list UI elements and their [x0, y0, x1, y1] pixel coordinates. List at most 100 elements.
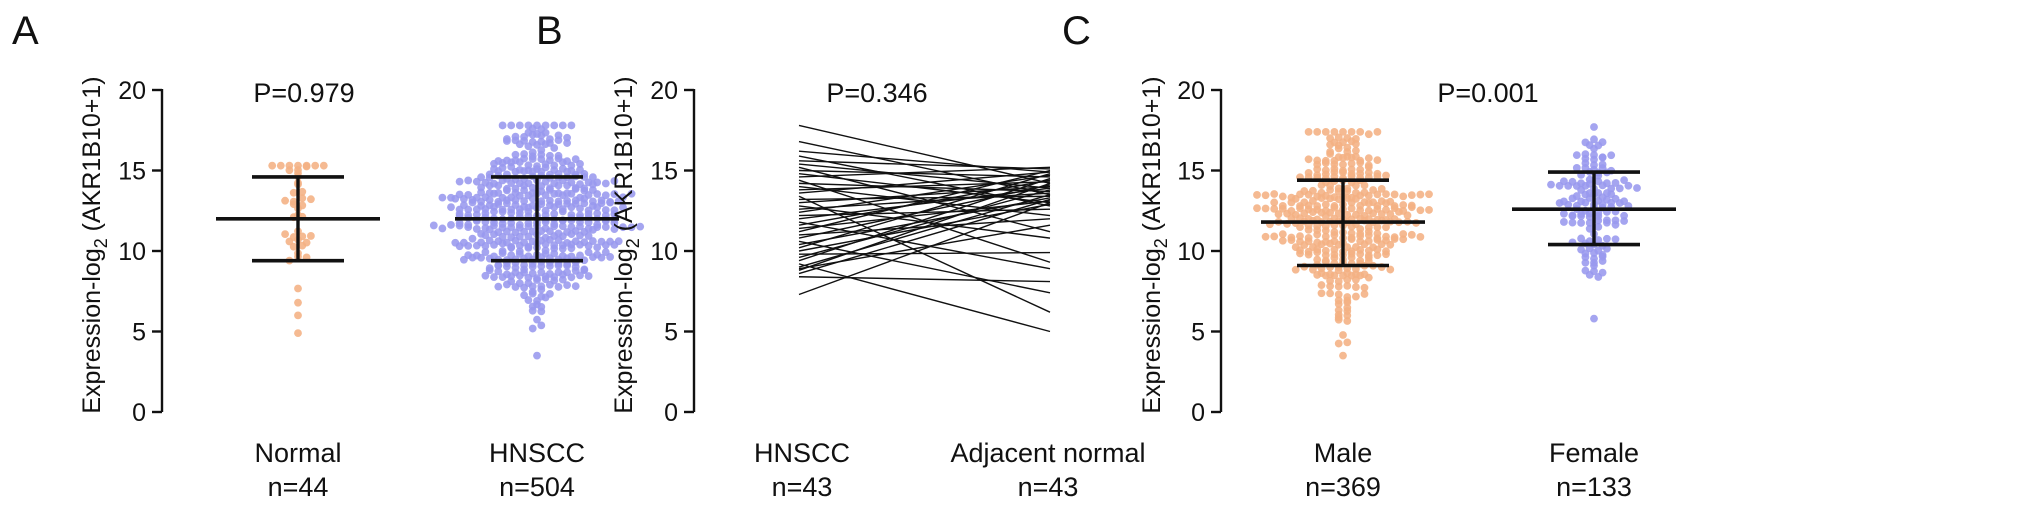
data-point [550, 241, 559, 250]
data-point [1572, 192, 1581, 200]
y-axis-label-base: Expression-log [1138, 248, 1166, 413]
data-point [1253, 204, 1261, 213]
data-point [627, 189, 636, 198]
data-point [490, 252, 498, 261]
data-point [494, 261, 503, 270]
paired-line [798, 173, 1051, 249]
data-point [524, 161, 533, 170]
data-point [593, 243, 602, 252]
data-point [1547, 180, 1555, 189]
data-point [584, 224, 593, 233]
category-label: Normal [254, 438, 341, 468]
data-point [1607, 151, 1616, 160]
data-point [537, 137, 546, 146]
data-point [477, 238, 485, 247]
data-point [550, 121, 559, 130]
category-label: Adjacent normal [950, 438, 1145, 468]
data-point [1270, 232, 1279, 241]
data-point [1598, 268, 1607, 277]
data-point [515, 279, 524, 288]
y-tick-label: 10 [1177, 238, 1205, 266]
data-point [1577, 219, 1585, 227]
data-point [1343, 303, 1352, 312]
data-point [498, 121, 507, 130]
y-tick-label: 20 [650, 77, 678, 105]
data-point [619, 193, 627, 202]
data-point [464, 176, 473, 185]
data-point [1390, 190, 1399, 199]
data-point [1321, 256, 1330, 265]
data-point [567, 178, 576, 187]
paired-line [798, 251, 1051, 255]
data-point [554, 283, 563, 291]
paired-line [798, 177, 1051, 262]
data-point [1377, 197, 1386, 206]
data-point [1330, 245, 1339, 254]
data-point [584, 248, 593, 257]
data-point [563, 133, 571, 142]
p-value-annotation: P=0.001 [1437, 78, 1538, 108]
data-point [1399, 207, 1408, 215]
data-point [541, 224, 550, 233]
data-point [498, 205, 507, 214]
data-point [1287, 233, 1296, 242]
data-point [1373, 169, 1382, 178]
data-point [1590, 151, 1598, 159]
data-point [1590, 123, 1598, 131]
paired-line [798, 169, 1051, 233]
y-axis-label-subscript: 2 [91, 238, 111, 248]
data-point [1585, 175, 1594, 184]
data-point [558, 252, 567, 260]
data-point [1278, 202, 1287, 210]
data-point [460, 201, 468, 210]
data-point [468, 234, 477, 243]
data-point [1317, 281, 1326, 289]
data-point [1620, 176, 1628, 185]
data-point [1347, 165, 1356, 174]
data-point [533, 315, 541, 324]
data-point [520, 197, 528, 205]
data-point [1607, 184, 1616, 193]
data-point [1382, 205, 1390, 214]
paired-line [798, 163, 1051, 189]
data-point [554, 189, 563, 198]
paired-lines [798, 124, 1051, 333]
data-point [472, 210, 481, 219]
data-point [580, 265, 589, 274]
category-count: n=43 [1018, 472, 1079, 502]
data-point [1343, 134, 1352, 142]
data-point [1321, 166, 1330, 175]
data-point [1399, 192, 1408, 201]
paired-line [798, 181, 1051, 191]
paired-line [798, 198, 1051, 275]
data-point [1399, 201, 1408, 209]
data-point [1373, 127, 1382, 136]
paired-line [798, 276, 1051, 283]
data-point [1352, 152, 1360, 161]
data-point [1261, 204, 1270, 213]
data-point [1577, 234, 1585, 243]
data-point [597, 196, 606, 205]
paired-line [798, 160, 1051, 170]
data-point [554, 197, 563, 206]
data-point [1339, 127, 1347, 136]
data-point [584, 272, 593, 280]
data-point [1633, 184, 1641, 192]
panel-letter: A [12, 9, 39, 53]
data-point [1313, 238, 1322, 247]
data-point [1330, 228, 1339, 236]
data-point [1274, 210, 1283, 219]
data-point [1317, 289, 1326, 298]
paired-line [798, 263, 1051, 333]
data-point [1313, 127, 1322, 136]
data-point [1594, 236, 1603, 244]
data-point [1382, 171, 1390, 180]
data-point [1334, 290, 1343, 299]
data-point [606, 198, 614, 206]
paired-line [798, 240, 1051, 294]
data-point [563, 238, 571, 247]
data-point [550, 179, 559, 188]
data-point [1317, 188, 1326, 197]
data-point [507, 121, 516, 130]
data-point [1416, 206, 1425, 215]
